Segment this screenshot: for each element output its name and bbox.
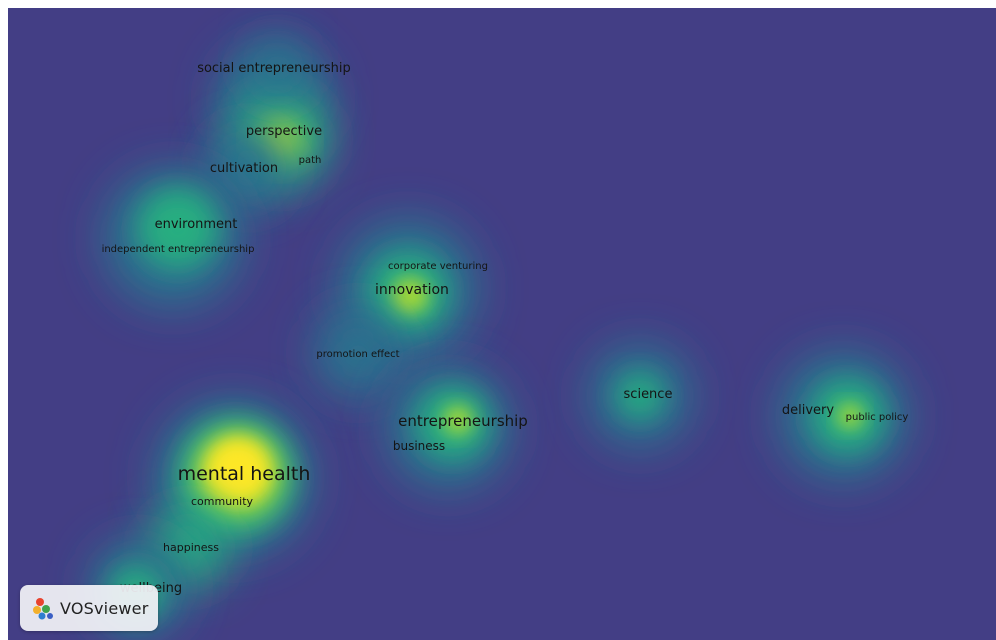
density-blob bbox=[444, 406, 472, 434]
term-label-entrepreneurship[interactable]: entrepreneurship bbox=[398, 412, 528, 430]
density-heat-layer bbox=[90, 38, 908, 636]
term-label-innovation[interactable]: innovation bbox=[375, 282, 449, 298]
density-blob bbox=[206, 438, 270, 502]
density-blob bbox=[248, 38, 308, 98]
vosviewer-logo-text: VOSviewer bbox=[60, 598, 149, 618]
vosviewer-logo-badge: VOSviewer bbox=[20, 585, 158, 631]
term-label-cultivation[interactable]: cultivation bbox=[210, 161, 278, 176]
density-blob bbox=[208, 128, 288, 208]
term-label-business[interactable]: business bbox=[393, 439, 445, 453]
density-blob bbox=[138, 188, 218, 268]
term-label-mental-health[interactable]: mental health bbox=[178, 463, 311, 485]
term-labels: social entrepreneurship perspective path cu… bbox=[102, 61, 909, 596]
term-label-delivery[interactable]: delivery bbox=[782, 403, 835, 418]
term-label-path[interactable]: path bbox=[299, 155, 322, 166]
term-label-perspective[interactable]: perspective bbox=[246, 124, 322, 139]
density-map[interactable]: social entrepreneurship perspective path cu… bbox=[8, 8, 996, 640]
density-blob bbox=[618, 374, 662, 418]
term-label-social-entrepreneurship[interactable]: social entrepreneurship bbox=[197, 61, 351, 76]
density-blob bbox=[313, 308, 403, 398]
term-label-promotion-effect[interactable]: promotion effect bbox=[316, 349, 399, 360]
density-blob bbox=[392, 278, 428, 314]
term-label-science[interactable]: science bbox=[624, 387, 673, 402]
term-label-independent-entrepreneurship[interactable]: independent entrepreneurship bbox=[102, 244, 255, 255]
density-blob bbox=[838, 404, 862, 428]
term-label-community[interactable]: community bbox=[191, 495, 254, 508]
density-map-canvas: social entrepreneurship perspective path cu… bbox=[8, 8, 996, 640]
term-label-happiness[interactable]: happiness bbox=[163, 541, 219, 554]
term-label-environment[interactable]: environment bbox=[155, 217, 238, 232]
term-label-public-policy[interactable]: public policy bbox=[846, 412, 909, 423]
vosviewer-logo-icon bbox=[33, 598, 53, 620]
term-label-corporate-venturing[interactable]: corporate venturing bbox=[388, 261, 488, 272]
